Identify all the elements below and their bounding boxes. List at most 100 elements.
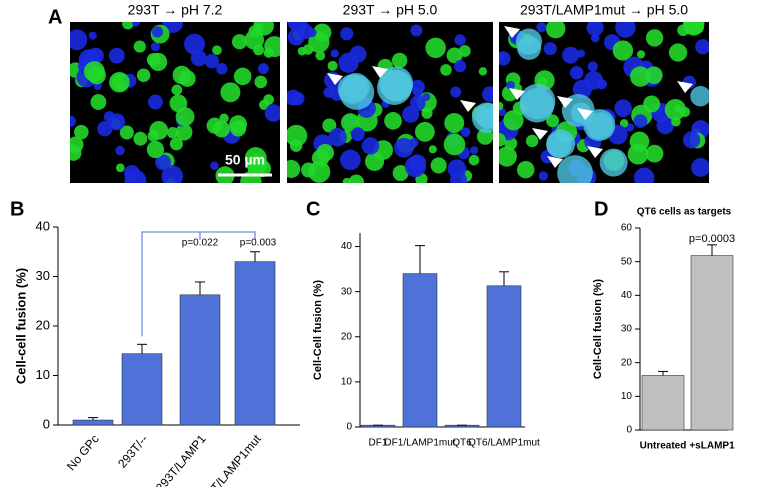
cell [525,134,539,148]
cell [384,112,402,130]
cell [291,92,305,106]
fused-cell [690,85,709,107]
cell [219,113,229,123]
cell [190,50,207,67]
cell [421,107,433,119]
cell [287,159,301,178]
x-tick-label: No GPc [64,432,102,473]
cell [74,124,89,140]
fused-cell [476,108,493,129]
bar [690,255,734,431]
cell [460,127,471,138]
cell [612,40,634,61]
cell [178,70,196,87]
cell [614,99,632,117]
cell [645,29,664,47]
cell [108,113,126,131]
y-axis-label: Cell-cell fusion (%) [13,268,28,384]
cell [447,159,467,179]
cell [470,146,479,155]
cell [150,42,160,52]
cell [175,107,195,127]
cell [409,138,419,148]
cell [562,46,580,64]
cell [348,174,365,183]
y-tick-label: 0 [346,422,352,433]
arrowhead [327,73,343,85]
cell [88,31,97,40]
cell [404,155,426,178]
cell [244,147,267,169]
x-tick-label: DF1 [369,438,388,449]
image-title: 293T → pH 5.0 [343,2,438,18]
cell [458,45,471,57]
cell [175,123,193,141]
cell [410,24,423,37]
cell [257,63,269,75]
y-tick-label: 0 [43,416,50,431]
y-tick-label: 20 [621,357,633,368]
cell [664,98,687,121]
cell [414,121,435,142]
cell [161,165,184,183]
cell [204,53,219,69]
cell [330,49,339,58]
cell [683,131,701,149]
bar [641,375,685,431]
cell [313,23,332,42]
y-tick-label: 10 [341,377,353,388]
cell [171,84,183,96]
error-bar [415,245,425,274]
cell [590,33,600,43]
cell [636,50,646,59]
cell [693,23,704,34]
x-tick-label: QT6 [452,438,472,449]
cell [468,154,480,166]
cell [499,133,506,147]
cell [229,115,248,134]
y-tick-label: 10 [36,367,50,382]
fused-cell [380,69,413,102]
cell [546,114,560,128]
cell [70,115,76,127]
cell [146,52,161,67]
error-bar [88,417,98,421]
cell [308,160,331,183]
cell [499,108,507,117]
error-bar [195,281,205,295]
y-tick-label: 60 [621,223,633,234]
cell [87,66,106,85]
cell [148,94,163,110]
cell [297,23,313,40]
cell [340,113,360,132]
fused-cell [515,28,543,55]
arrowhead [577,108,593,120]
y-tick-label: 20 [36,317,50,332]
cell [538,171,549,181]
cell [478,67,488,76]
cells [70,22,280,183]
bar [402,273,438,428]
p-value: p=0.022 [182,238,219,249]
cell [151,26,164,38]
cell [425,37,446,59]
bar [179,294,221,426]
cell [645,144,664,163]
error-bar [250,251,260,262]
cell [231,34,248,50]
chart-title: QT6 cells as targets [637,207,732,218]
error-bar [499,271,509,286]
cell [133,131,148,146]
error-bar [137,343,147,354]
cell [263,94,274,105]
cell [350,127,365,142]
cell [453,60,467,73]
fused-cell [599,148,628,177]
cell [545,22,566,39]
cell [633,114,648,129]
cell [119,125,134,140]
cell [503,110,524,131]
cell [340,149,361,171]
cell [584,70,603,90]
